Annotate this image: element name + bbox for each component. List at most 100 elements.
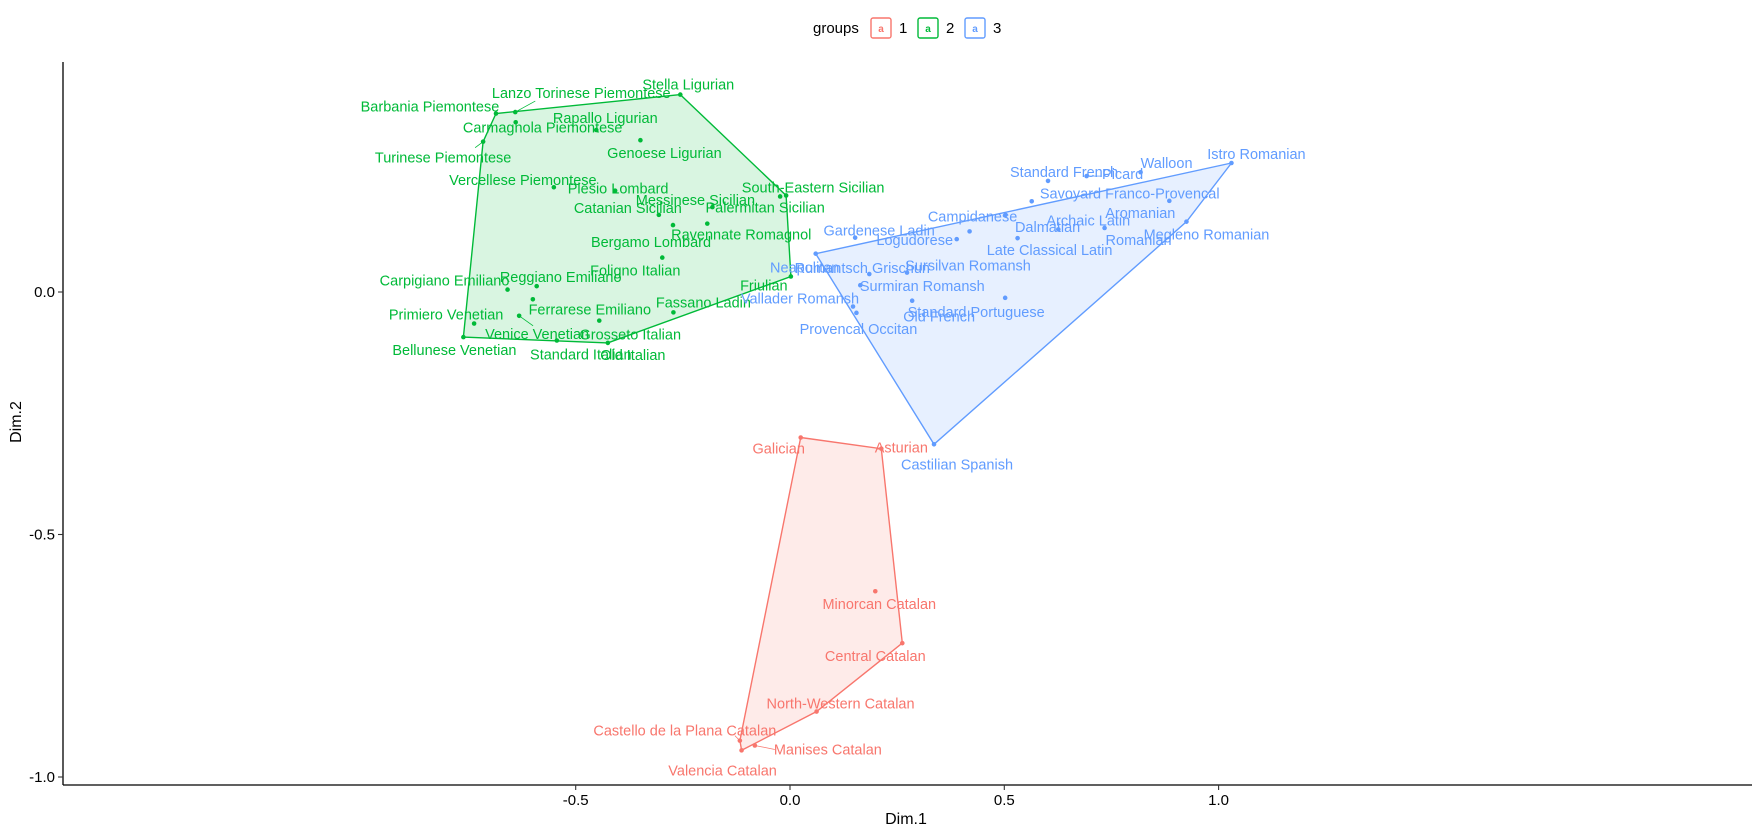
point-label: Romanian xyxy=(1106,233,1172,249)
point-marker xyxy=(1084,173,1089,179)
point-marker xyxy=(783,193,789,198)
legend-key-2 xyxy=(917,17,939,39)
point-label: Old Italian xyxy=(600,348,665,364)
legend-key-glyph: a xyxy=(878,24,884,35)
legend-label: 2 xyxy=(946,20,954,37)
point-label: Rumantsch Grischun xyxy=(795,261,930,277)
point-marker xyxy=(1184,219,1189,224)
point-label: Friulian xyxy=(740,278,788,294)
point-marker xyxy=(596,318,602,323)
point-label: Walloon xyxy=(1141,156,1193,172)
point-labels: Galician Asturian Minorcan Catalan Central … xyxy=(361,78,1306,780)
point-label: Asturian xyxy=(875,441,928,457)
point-marker xyxy=(788,274,794,279)
point-label: Galician xyxy=(753,442,805,458)
point-label: Late Classical Latin xyxy=(987,243,1113,259)
point-label: Rapallo Ligurian xyxy=(553,111,658,127)
point-label: Dalmatian xyxy=(1015,220,1080,236)
point-marker xyxy=(1102,225,1107,231)
point-marker xyxy=(814,709,819,714)
x-tick-label: -0.5 xyxy=(563,792,589,809)
label-leader xyxy=(474,141,484,148)
point-marker xyxy=(493,111,499,116)
data-points xyxy=(461,92,1234,753)
point-marker xyxy=(850,304,856,309)
point-label: Foligno Italian xyxy=(590,264,680,280)
point-label: Surmiran Romansh xyxy=(860,279,985,295)
point-marker xyxy=(739,748,744,753)
point-label: Primiero Venetian xyxy=(389,308,503,324)
point-marker xyxy=(551,184,557,190)
point-marker xyxy=(710,204,715,210)
point-label: Archaic Latin xyxy=(1046,213,1130,229)
point-marker xyxy=(659,255,665,260)
point-label: Ferrarese Emiliano xyxy=(529,302,652,318)
point-marker xyxy=(513,119,518,125)
point-label: Minorcan Catalan xyxy=(822,597,936,613)
point-label: Istro Romanian xyxy=(1207,147,1305,163)
point-marker xyxy=(777,194,783,199)
x-axis-title: Dim.1 xyxy=(885,811,927,828)
point-marker xyxy=(1138,169,1143,175)
x-tick-label: 1.0 xyxy=(1208,792,1229,809)
point-label: Carpigiano Emiliano xyxy=(380,274,510,290)
point-label: Standard Italian xyxy=(530,348,632,364)
point-label: Reggiano Emiliano xyxy=(500,270,622,286)
point-marker xyxy=(854,310,859,316)
x-tick-label: 0.5 xyxy=(994,792,1015,809)
point-marker xyxy=(813,251,819,256)
x-tick-label: 0.0 xyxy=(780,792,801,809)
point-marker xyxy=(505,287,510,292)
point-marker xyxy=(554,338,560,343)
point-marker xyxy=(954,236,960,242)
point-label: Provencal Occitan xyxy=(800,322,918,338)
point-marker xyxy=(677,92,683,97)
y-axis-title: Dim.2 xyxy=(8,401,25,443)
point-marker xyxy=(605,340,611,346)
point-label: Castilian Spanish xyxy=(901,457,1013,473)
label-leader xyxy=(515,100,536,113)
point-marker xyxy=(872,588,878,594)
point-label: Neapolitan xyxy=(770,261,839,277)
point-marker xyxy=(461,334,466,340)
point-marker xyxy=(909,298,915,304)
point-marker xyxy=(1002,295,1008,301)
point-marker xyxy=(534,283,539,289)
point-marker xyxy=(471,321,477,326)
point-marker xyxy=(931,441,937,447)
point-label: Picard xyxy=(1102,167,1143,183)
point-marker xyxy=(530,296,536,302)
legend-key-3 xyxy=(964,17,986,39)
point-label: Fassano Ladin xyxy=(656,295,751,311)
point-label: Savoyard Franco-Provencal xyxy=(1040,186,1220,202)
point-marker xyxy=(878,446,884,451)
point-label: Lanzo Torinese Piemontese xyxy=(492,86,671,102)
point-label: Stella Ligurian xyxy=(642,78,734,94)
point-label: North-Western Catalan xyxy=(767,697,915,713)
point-marker xyxy=(1015,235,1020,241)
point-label: Old French xyxy=(903,310,975,326)
point-label: Carmagnola Piemontese xyxy=(463,120,623,136)
legend-key-glyph: a xyxy=(972,24,978,35)
point-label: Central Catalan xyxy=(825,649,926,665)
legend-label: 3 xyxy=(993,20,1001,37)
point-marker xyxy=(852,235,858,240)
point-label: Genoese Ligurian xyxy=(607,146,721,162)
point-marker xyxy=(967,229,972,234)
point-marker xyxy=(670,222,676,228)
point-label: Aromanian xyxy=(1105,206,1175,222)
point-label: Castello de la Plana Catalan xyxy=(593,724,776,740)
point-label: Gardenese Ladin xyxy=(824,224,935,240)
point-marker xyxy=(1003,212,1008,218)
point-label: Standard French xyxy=(1010,165,1118,181)
point-label: South-Eastern Sicilian xyxy=(742,180,885,196)
y-tick-label: -1.0 xyxy=(29,769,55,786)
legend-key-1 xyxy=(870,17,892,39)
group-hulls xyxy=(462,93,1234,752)
point-label: Palermitan Sicilian xyxy=(706,200,825,216)
y-tick-label: 0.0 xyxy=(34,284,55,301)
point-marker xyxy=(857,282,863,288)
point-marker xyxy=(638,137,643,143)
point-label: Venice Venetian xyxy=(485,327,589,343)
point-marker xyxy=(704,221,710,226)
